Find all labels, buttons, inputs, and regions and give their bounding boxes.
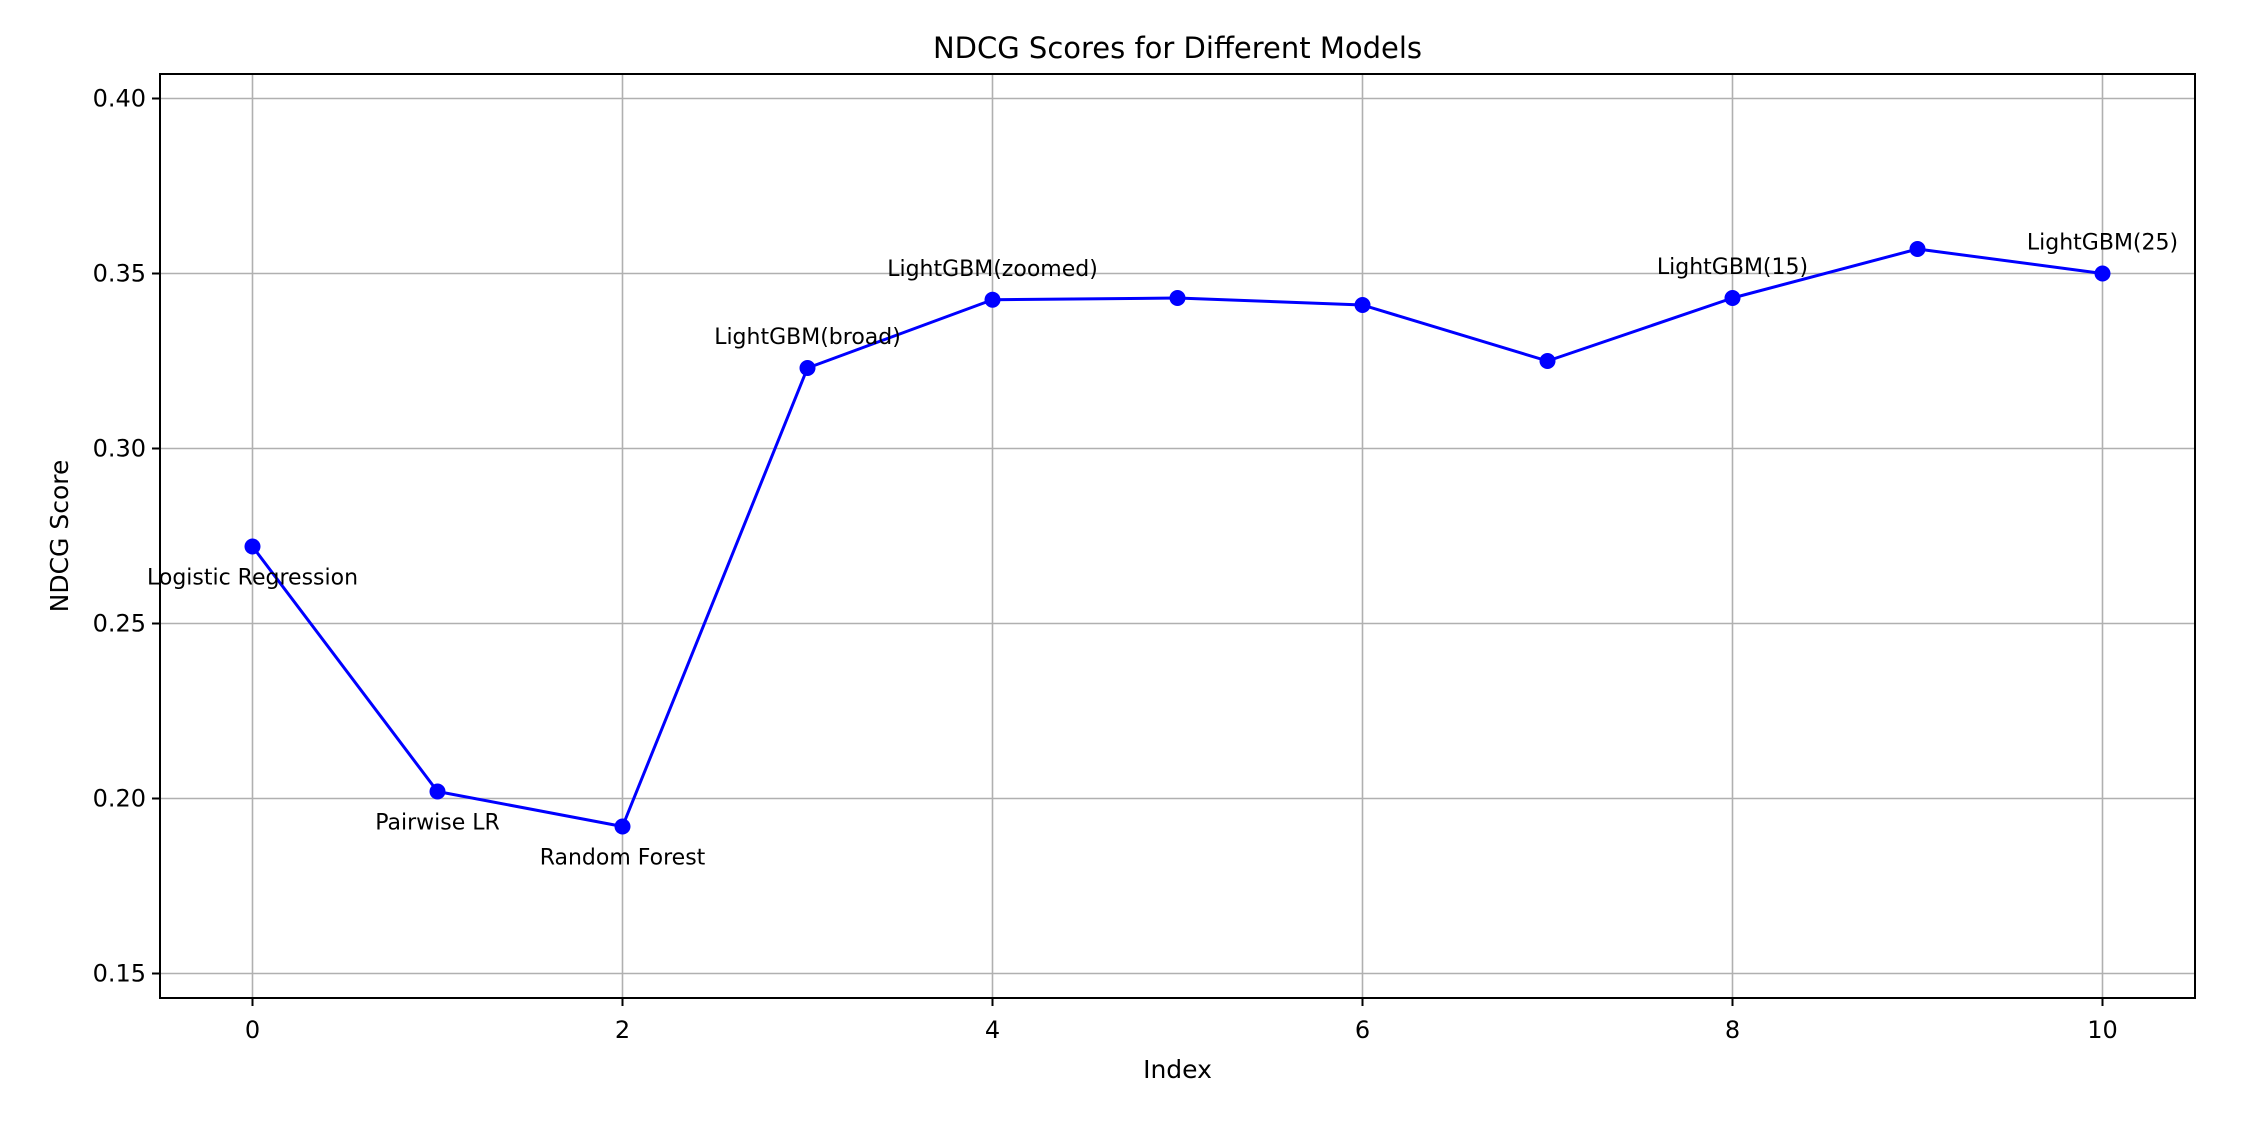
tick-layer: 0 2 4 6 8 10 0.15 0.20 0.25 0.30 0.35 0.40	[93, 85, 2118, 1045]
x-tick-label: 0	[245, 1016, 260, 1044]
data-point	[1539, 353, 1556, 369]
data-point	[799, 360, 816, 376]
data-point	[614, 818, 631, 835]
y-tick-label: 0.20	[93, 785, 146, 813]
y-tick-label: 0.40	[93, 85, 146, 113]
y-tick-label: 0.15	[93, 960, 146, 988]
x-tick-label: 8	[1725, 1016, 1740, 1044]
data-point	[1169, 290, 1186, 306]
data-point	[1354, 297, 1371, 313]
y-tick-label: 0.30	[93, 435, 146, 463]
data-point	[429, 783, 446, 800]
data-label: Pairwise LR	[375, 811, 500, 836]
y-tick-label: 0.25	[93, 610, 146, 638]
y-axis-label: NDCG Score	[45, 460, 74, 613]
data-label: LightGBM(25)	[2027, 231, 2178, 256]
data-point	[2094, 265, 2111, 282]
x-tick-label: 10	[2087, 1016, 2118, 1044]
data-label: LightGBM(15)	[1657, 255, 1808, 280]
data-label: LightGBM(broad)	[714, 325, 901, 350]
data-label: LightGBM(zoomed)	[887, 257, 1098, 282]
data-label: Logistic Regression	[147, 566, 358, 591]
x-tick-label: 6	[1355, 1016, 1370, 1044]
annotation-layer: Logistic Regression Pairwise LR Random For…	[147, 231, 2178, 871]
data-label: Random Forest	[540, 846, 706, 871]
y-tick-label: 0.35	[93, 260, 146, 288]
x-tick-label: 2	[615, 1016, 630, 1044]
series-layer	[244, 241, 2111, 835]
chart-title: NDCG Scores for Different Models	[933, 31, 1422, 65]
x-axis-label: Index	[1143, 1055, 1212, 1084]
plot-frame	[159, 73, 2196, 999]
x-tick-label: 4	[985, 1016, 1000, 1044]
data-point	[984, 291, 1001, 308]
grid-layer	[160, 74, 2195, 998]
data-point	[1724, 290, 1741, 306]
data-point	[244, 538, 261, 555]
data-point	[1909, 241, 1926, 257]
